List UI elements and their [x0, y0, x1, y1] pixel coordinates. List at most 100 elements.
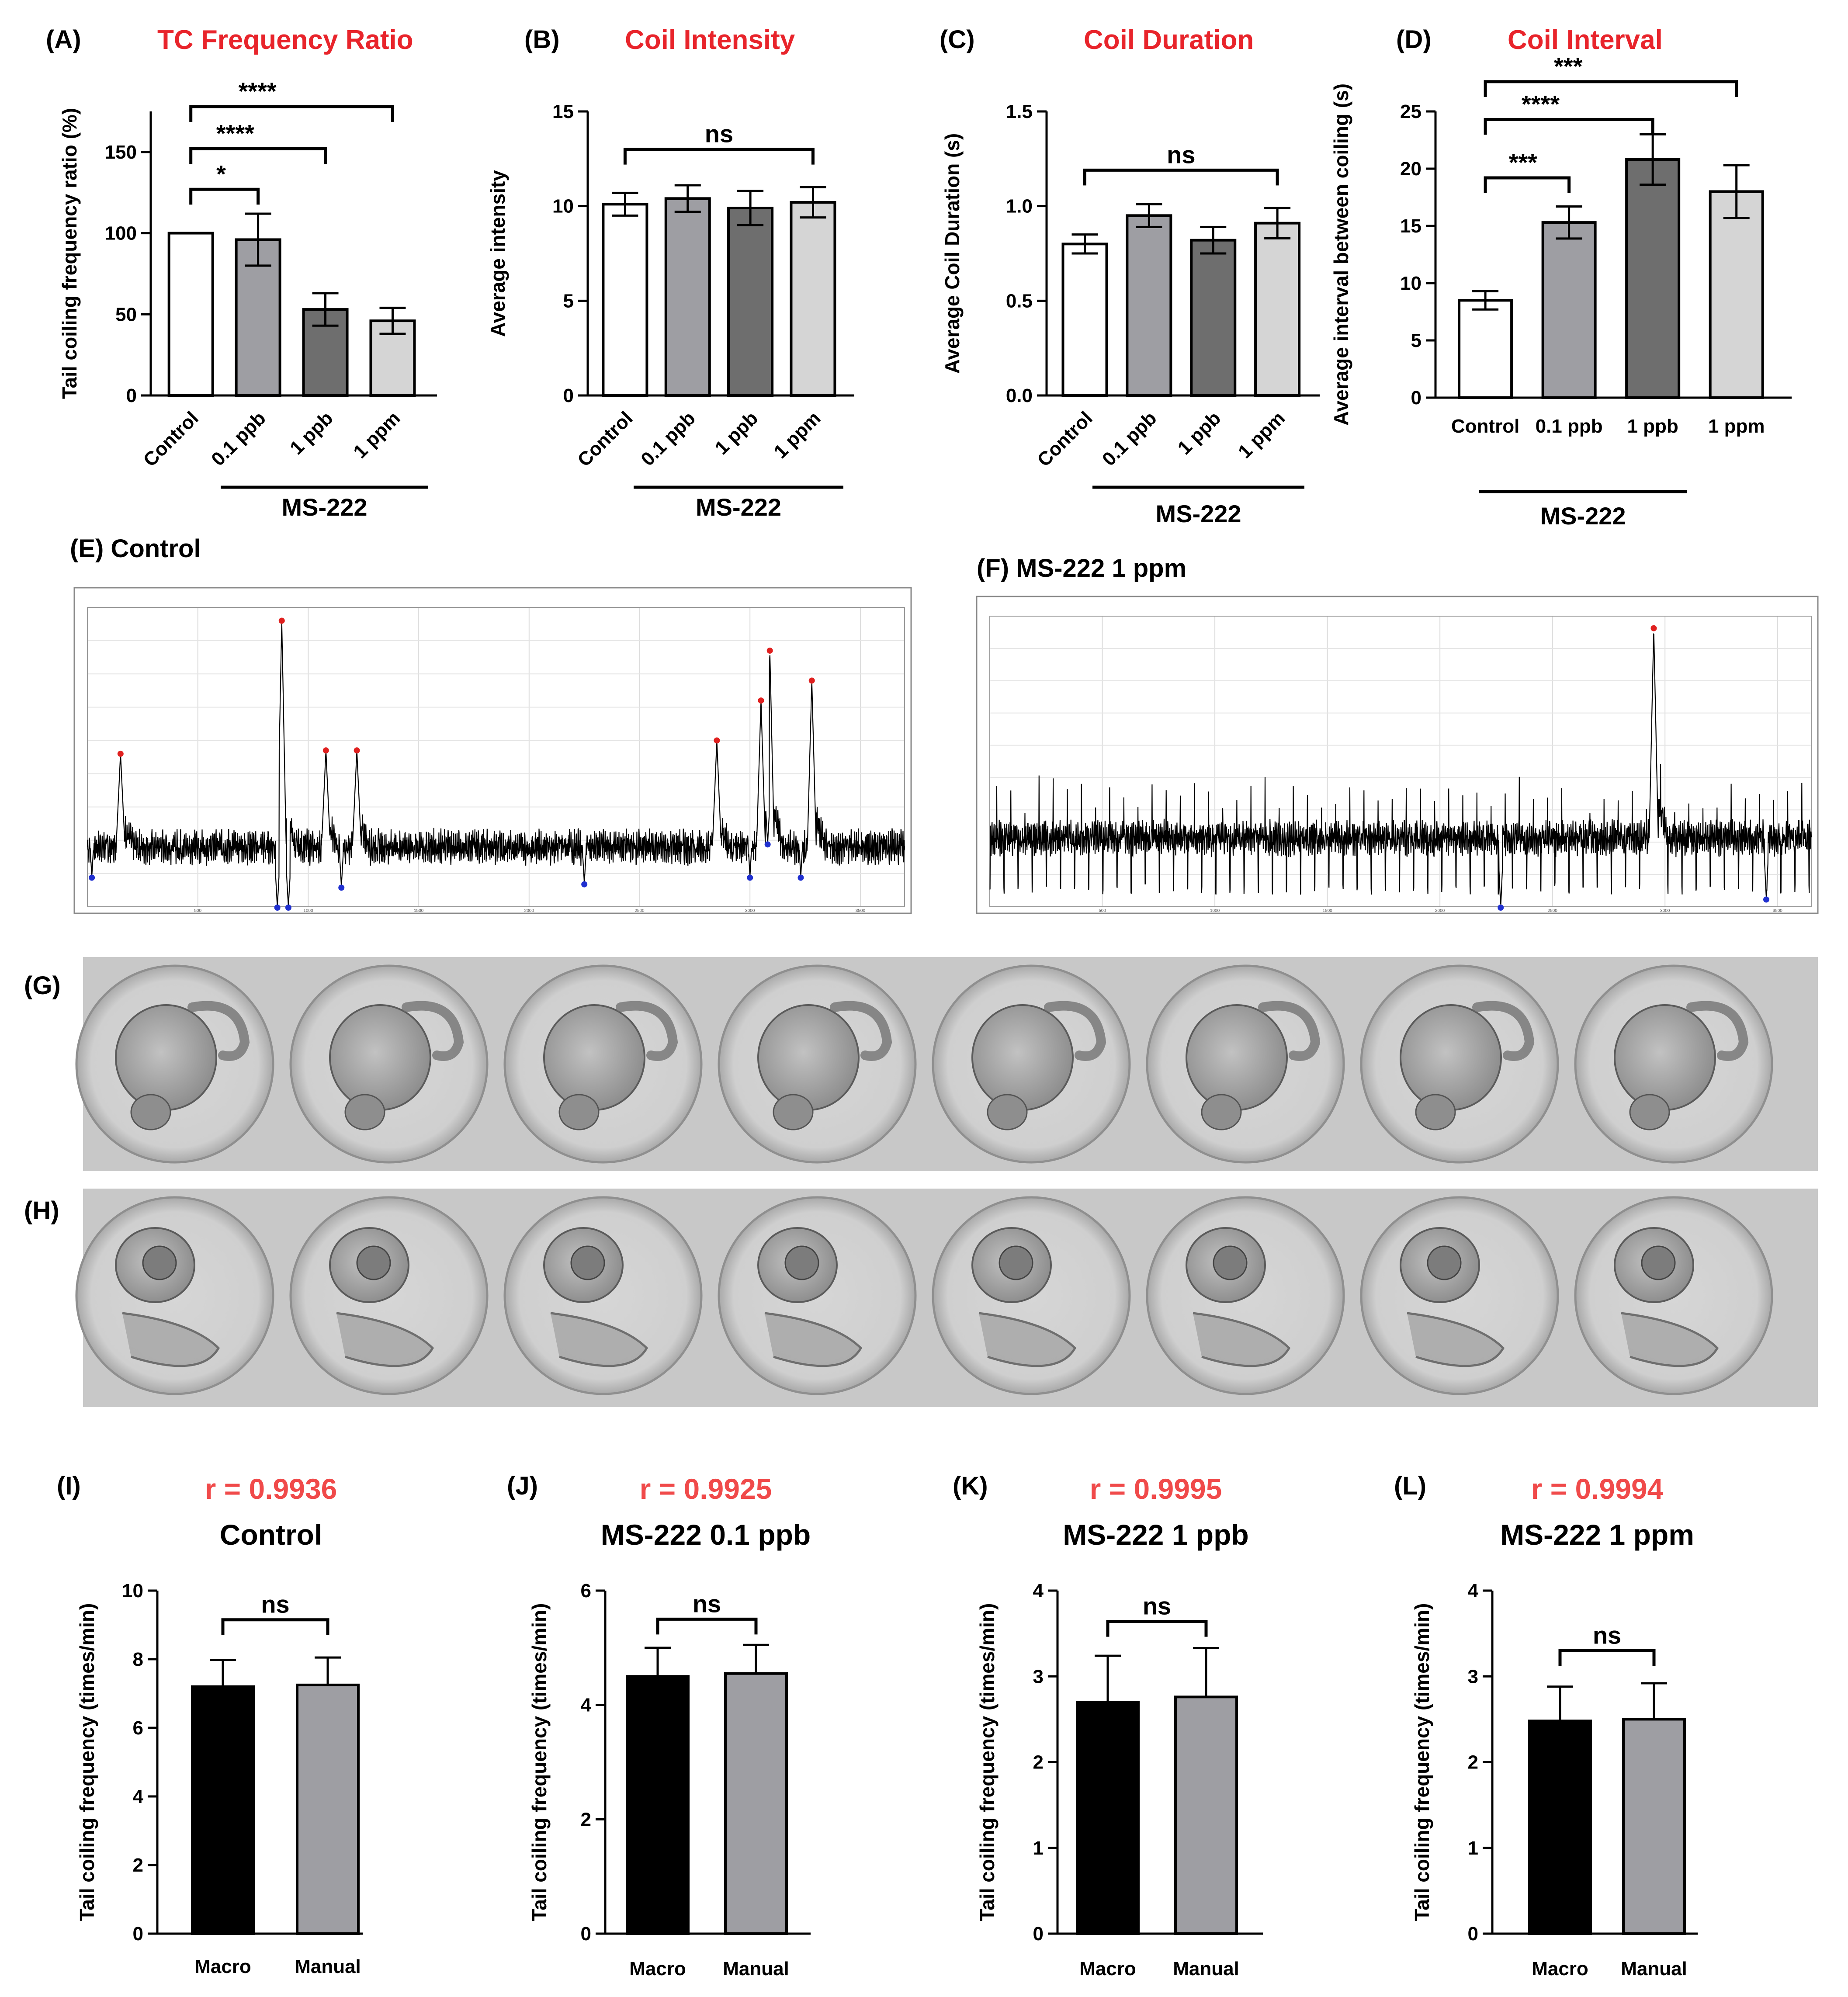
panel-k-letter: (K) [953, 1472, 988, 1500]
y-axis-label: Average Coil Duration (s) [941, 133, 964, 374]
trough-marker [1763, 896, 1769, 903]
panel-j-subtitle: MS-222 0.1 ppb [601, 1519, 811, 1551]
embryo-body [336, 1312, 434, 1367]
bar-control [167, 232, 214, 397]
significance-label: *** [1509, 149, 1538, 176]
bar-control [1061, 243, 1108, 397]
y-axis-label: Tail coiling frequency (times/min) [976, 1603, 999, 1921]
embryo-eye [1427, 1245, 1462, 1280]
panel-j-r-value: r = 0.9925 [640, 1473, 772, 1505]
x-tick-label: 2500 [634, 908, 645, 913]
bar-macro [1528, 1720, 1592, 1935]
significance-label: **** [1522, 90, 1560, 118]
trough-marker [1498, 905, 1504, 911]
bar-macro [191, 1685, 255, 1935]
significance-label: ns [261, 1591, 289, 1618]
y-axis-label: Average intensity [486, 170, 509, 337]
y-tick-label: 0 [563, 385, 574, 406]
y-tick-label: 5 [1411, 330, 1422, 351]
embryo-eye [570, 1245, 605, 1280]
embryo-tail [616, 1001, 678, 1061]
embryo-eye [1213, 1245, 1248, 1280]
panel-i-letter: (I) [57, 1472, 81, 1500]
peak-marker [278, 617, 285, 624]
panel-l-letter: (L) [1394, 1472, 1426, 1500]
y-tick-label: 2 [133, 1855, 143, 1876]
category-label: 1 ppb [1627, 416, 1678, 437]
significance-bracket [656, 1617, 758, 1635]
group-label: MS-222 [281, 493, 367, 521]
bar-control [602, 203, 648, 397]
category-label: Manual [1173, 1958, 1239, 1980]
embryo-head [1629, 1094, 1670, 1130]
y-tick-label: 15 [1400, 215, 1422, 237]
significance-bracket [623, 148, 815, 165]
bar-0-1-ppb [664, 197, 711, 397]
bar-macro [626, 1675, 690, 1935]
y-tick-label: 1 [1468, 1838, 1478, 1859]
chart-c: 0.0 0.5 1.0 1.5 Average Coil Duration (s) Con… [941, 101, 1320, 527]
bar-1-ppm [790, 201, 836, 397]
group-label: MS-222 [696, 493, 781, 521]
y-tick-label: 0 [133, 1923, 143, 1945]
panel-f-label: (F) MS-222 1 ppm [977, 554, 1186, 582]
plot-area [989, 616, 1812, 907]
peak-marker [758, 697, 764, 704]
y-tick-label: 4 [133, 1786, 144, 1807]
peak-marker [117, 750, 124, 757]
signal-trace [87, 623, 905, 907]
x-tick-label: 1500 [414, 908, 424, 913]
significance-bracket [189, 105, 394, 122]
category-label: 1 ppm [1708, 416, 1765, 437]
y-tick-label: 0.0 [1006, 385, 1033, 406]
embryo-body [764, 1312, 863, 1367]
embryo-tail [402, 1001, 464, 1061]
panel-e-label: (E) Control [70, 534, 201, 563]
y-tick-label: 3 [1033, 1666, 1044, 1687]
category-label: Control [1033, 407, 1096, 471]
x-tick-label: 2000 [524, 908, 534, 913]
x-tick-label: 500 [194, 908, 201, 913]
x-tick-label: 1500 [1322, 908, 1332, 913]
category-label: Manual [1621, 1958, 1687, 1980]
peak-marker [808, 677, 815, 684]
embryo-tail [830, 1001, 892, 1061]
chart-l: 0 1 2 3 4 Tail coiling frequency (times/min) M… [1411, 1580, 1698, 1980]
bar-1-ppb [1625, 158, 1681, 399]
panel-a-title: TC Frequency Ratio [157, 25, 413, 55]
y-tick-label: 150 [105, 142, 137, 163]
significance-label: ns [705, 120, 733, 148]
panel-d-letter: (D) [1396, 25, 1432, 54]
panel-j-letter: (J) [507, 1472, 538, 1500]
x-tick-label: 3000 [1660, 908, 1670, 913]
embryo-yolk [115, 1004, 217, 1111]
significance-bracket [1484, 176, 1571, 193]
y-tick-label: 10 [552, 196, 574, 217]
significance-bracket [189, 187, 260, 205]
significance-label: ns [693, 1590, 721, 1617]
significance-bracket [189, 147, 327, 164]
y-axis-label: Tail coiling frequency (times/min) [76, 1603, 98, 1921]
bar-manual [1174, 1695, 1238, 1935]
trough-marker [285, 905, 291, 911]
peak-marker [354, 747, 360, 754]
y-tick-label: 1.0 [1006, 196, 1033, 217]
panel-b-letter: (B) [524, 25, 560, 54]
embryo-strip-g [75, 957, 1818, 1171]
category-label: 0.1 ppb [1536, 416, 1603, 437]
category-label: 1 ppm [349, 407, 404, 462]
category-label: 0.1 ppb [1098, 407, 1161, 470]
embryo-head [558, 1094, 600, 1130]
embryo-eye [784, 1245, 819, 1280]
category-label: Macro [1079, 1958, 1136, 1980]
y-tick-label: 50 [115, 304, 137, 325]
embryo-yolk [543, 1004, 645, 1111]
category-label: Macro [629, 1958, 686, 1980]
significance-bracket [1484, 118, 1654, 135]
category-label: Control [139, 407, 203, 471]
bar-control [1458, 299, 1513, 399]
trough-marker [274, 905, 281, 911]
bar-macro [1076, 1701, 1140, 1935]
significance-bracket [221, 1618, 329, 1635]
